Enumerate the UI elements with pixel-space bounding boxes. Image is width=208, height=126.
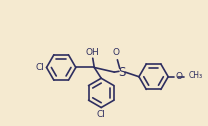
Text: Cl: Cl — [35, 63, 44, 72]
Text: O: O — [112, 49, 119, 57]
Text: OH: OH — [86, 49, 100, 57]
Text: S: S — [118, 66, 126, 79]
Text: Cl: Cl — [97, 110, 106, 119]
Text: CH₃: CH₃ — [188, 71, 202, 80]
Text: O: O — [176, 72, 183, 81]
